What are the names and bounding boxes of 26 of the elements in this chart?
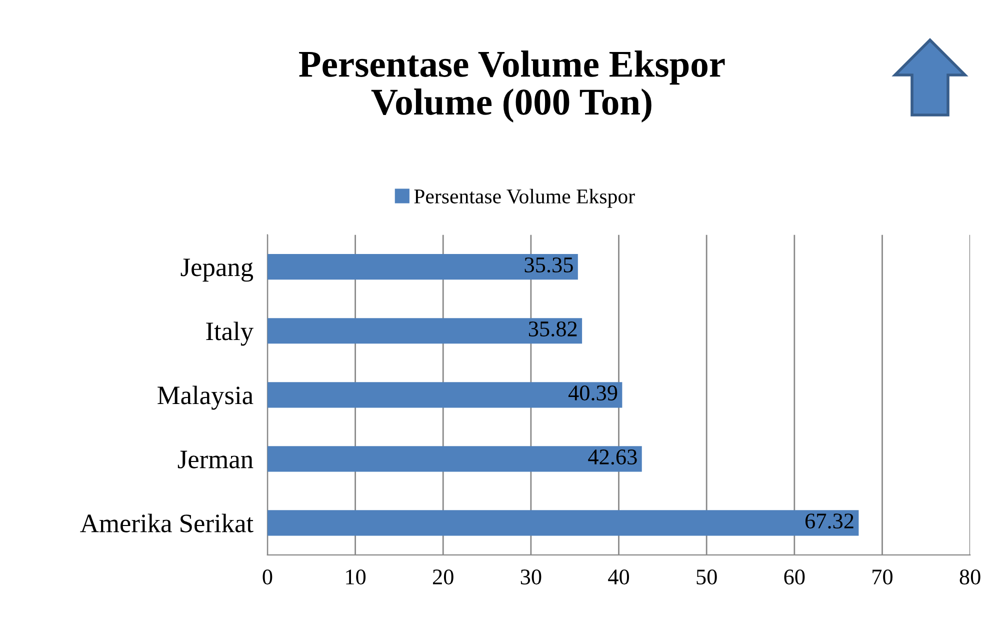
x-tick-label: 10 (346, 569, 366, 584)
y-tick-label: Jepang (180, 258, 254, 282)
data-label: 42.63 (588, 450, 637, 465)
data-label: 40.39 (568, 385, 618, 401)
x-tick-label: 0 (262, 569, 272, 584)
x-tick-label: 50 (696, 569, 717, 584)
y-tick-label: Amerika Serikat (80, 514, 254, 532)
x-tick-label: 30 (520, 569, 542, 584)
data-label: 35.82 (528, 321, 577, 337)
data-label: 67.32 (805, 514, 854, 529)
y-tick-label: Malaysia (158, 386, 254, 410)
x-tick-label: 70 (872, 569, 892, 584)
bar (267, 254, 578, 280)
x-tick-label: 40 (608, 569, 630, 584)
bar (267, 382, 622, 408)
x-tick-label: 60 (784, 569, 805, 584)
y-tick-label: Italy (206, 322, 254, 346)
x-tick-label: 80 (960, 569, 980, 584)
legend-label: Persentase Volume Ekspor (414, 188, 635, 208)
bar (267, 510, 859, 536)
bar (267, 446, 642, 472)
data-label: 35.35 (524, 257, 573, 273)
x-tick-label: 20 (432, 569, 454, 584)
y-tick-label: Jerman (178, 450, 254, 468)
bar (267, 318, 582, 344)
chart-title: Persentase Volume Ekspor Volume (000 Ton) (299, 50, 725, 122)
